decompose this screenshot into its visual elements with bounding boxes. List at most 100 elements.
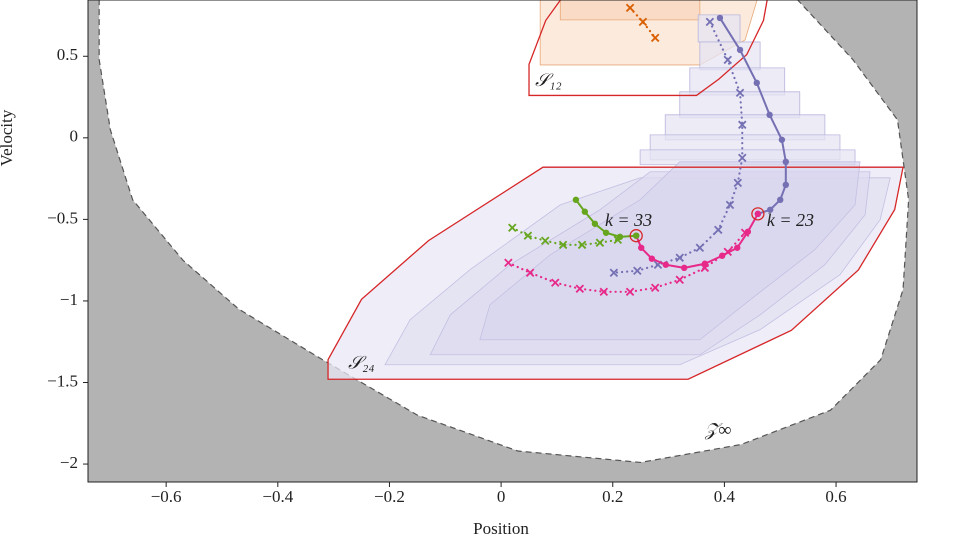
marker-stroke — [695, 243, 705, 253]
marker-stroke — [599, 287, 609, 297]
prediction-marker — [675, 253, 684, 262]
prediction-marker — [633, 266, 642, 276]
marker-stroke — [738, 120, 747, 130]
state-marker — [681, 264, 688, 272]
marker-stroke — [540, 236, 550, 245]
prediction-marker — [551, 278, 560, 287]
marker-stroke — [738, 153, 747, 163]
prediction-marker — [525, 268, 535, 277]
x-tick-label: 0.4 — [714, 487, 736, 506]
prediction-marker — [609, 268, 619, 277]
state-marker — [782, 181, 790, 189]
prediction-marker — [695, 243, 705, 253]
prediction-marker — [625, 287, 635, 297]
state-marker — [581, 208, 589, 215]
state-marker — [736, 46, 744, 54]
annotation: k = 23 — [767, 210, 814, 230]
y-tick-label: −2 — [60, 453, 78, 472]
state-marker — [638, 244, 645, 251]
plot-area: k = 33 k = 23 𝒮₁₂ 𝒮₂₄ 𝒵∞ — [98, 0, 910, 464]
prediction-marker — [504, 258, 513, 268]
marker-stroke — [625, 287, 635, 297]
set-outline — [528, 0, 768, 97]
y-tick-label: −1 — [60, 290, 78, 309]
state-marker — [777, 196, 784, 204]
state-marker — [616, 233, 624, 241]
prediction-marker — [650, 283, 660, 292]
marker-stroke — [523, 231, 533, 240]
y-tick-label: −1.5 — [47, 371, 78, 390]
marker-stroke — [525, 268, 535, 277]
marker-stroke — [633, 266, 642, 276]
prediction-marker — [735, 88, 745, 98]
state-marker — [734, 244, 741, 251]
state-marker — [782, 158, 790, 166]
x-tick-label: −0.6 — [151, 487, 182, 506]
prediction-marker — [595, 238, 605, 247]
x-tick-label: −0.4 — [262, 487, 293, 506]
marker-stroke — [735, 88, 745, 98]
prediction-marker — [738, 120, 747, 130]
prediction-marker — [577, 240, 587, 250]
marker-stroke — [714, 225, 723, 235]
state-marker — [662, 261, 669, 268]
state-marker — [701, 260, 709, 267]
annotation: 𝒮₂₄ — [348, 353, 374, 373]
highlight-circle — [751, 207, 765, 221]
x-tick-label: −0.2 — [374, 487, 405, 506]
trajectory — [635, 212, 759, 269]
prediction-marker — [540, 236, 550, 245]
x-tick-label: 0.2 — [602, 487, 623, 506]
trajectory — [718, 16, 787, 215]
y-tick-label: 0 — [70, 127, 79, 146]
marker-stroke — [504, 258, 513, 268]
annotation: 𝒵∞ — [704, 420, 732, 440]
prediction-marker — [723, 55, 732, 65]
prediction-marker — [725, 200, 735, 210]
marker-stroke — [725, 200, 735, 210]
prediction-marker — [714, 225, 723, 235]
state-marker — [591, 220, 599, 227]
plot-frame — [87, 0, 918, 483]
state-marker — [744, 228, 752, 235]
marker-stroke — [508, 223, 517, 232]
x-axis-label: Position — [473, 519, 529, 538]
marker-stroke — [558, 240, 568, 250]
state-marker — [648, 255, 656, 262]
axes: −0.6 −0.4 −0.2 0 0.2 0.4 0.6 0.5 0 −0.5 −1 −1.5 −2 — [47, 45, 847, 506]
state-marker — [754, 210, 762, 218]
reachable-set — [559, 0, 701, 21]
prediction-marker — [523, 231, 533, 240]
annotation: 𝒮₁₂ — [535, 70, 561, 90]
state-marker — [766, 206, 774, 213]
state-marker — [778, 136, 786, 143]
prediction-marker — [650, 33, 660, 43]
x-tick-label: 0.6 — [825, 487, 846, 506]
y-tick-label: −0.5 — [47, 208, 78, 227]
marker-stroke — [625, 3, 635, 13]
marker-stroke — [575, 284, 585, 293]
prediction-marker — [625, 3, 635, 13]
marker-stroke — [577, 240, 587, 250]
annotation: k = 33 — [605, 210, 652, 230]
y-axis-label: Velocity — [0, 109, 16, 166]
prediction-marker — [733, 178, 743, 188]
marker-stroke — [650, 283, 660, 292]
marker-stroke — [650, 33, 660, 43]
state-marker — [753, 79, 760, 87]
state-marker — [716, 14, 724, 22]
state-marker — [602, 229, 610, 236]
prediction-marker — [599, 287, 609, 297]
marker-stroke — [705, 17, 715, 27]
state-marker — [718, 252, 726, 259]
marker-stroke — [609, 268, 619, 277]
state-marker — [766, 111, 773, 119]
marker-stroke — [733, 178, 743, 188]
highlight-circle — [629, 229, 643, 243]
y-tick-label: 0.5 — [57, 45, 78, 64]
marker-stroke — [638, 17, 648, 27]
state-marker — [633, 232, 640, 239]
reachable-set — [679, 91, 801, 119]
prediction-marker — [675, 275, 684, 284]
